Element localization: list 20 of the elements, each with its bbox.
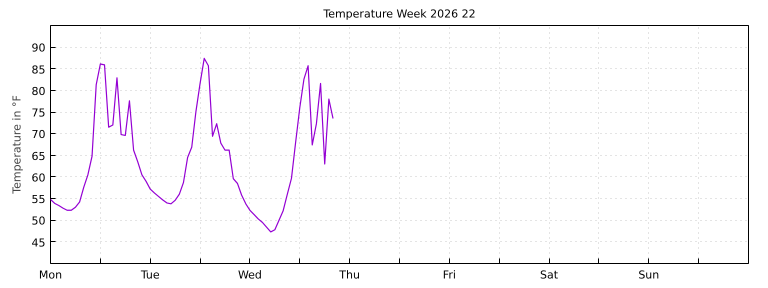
y-tick-label: 65: [32, 150, 46, 163]
y-tick-label: 60: [32, 171, 46, 184]
y-tick-label: 55: [32, 193, 46, 206]
x-tick-label: Fri: [442, 268, 456, 282]
x-tick-label: Wed: [238, 268, 262, 282]
y-tick-label: 50: [32, 214, 46, 228]
x-tick-label: Sat: [540, 268, 559, 282]
x-tick-label: Mon: [38, 268, 62, 282]
line-series: [50, 58, 334, 233]
y-tick-label: 90: [32, 42, 46, 55]
y-tick-label: 85: [32, 63, 46, 76]
x-tick-label: Tue: [140, 268, 160, 282]
y-tick-label: 80: [32, 84, 46, 98]
x-tick-label: Sun: [638, 268, 660, 282]
y-tick-label: 75: [32, 106, 46, 120]
y-axis-title: Temperature in °F: [10, 95, 24, 195]
y-tick-label: 70: [32, 128, 46, 142]
y-tick-label: 45: [32, 236, 46, 250]
chart-title: Temperature Week 2026 22: [322, 8, 476, 20]
x-tick-label: Thu: [338, 268, 360, 282]
